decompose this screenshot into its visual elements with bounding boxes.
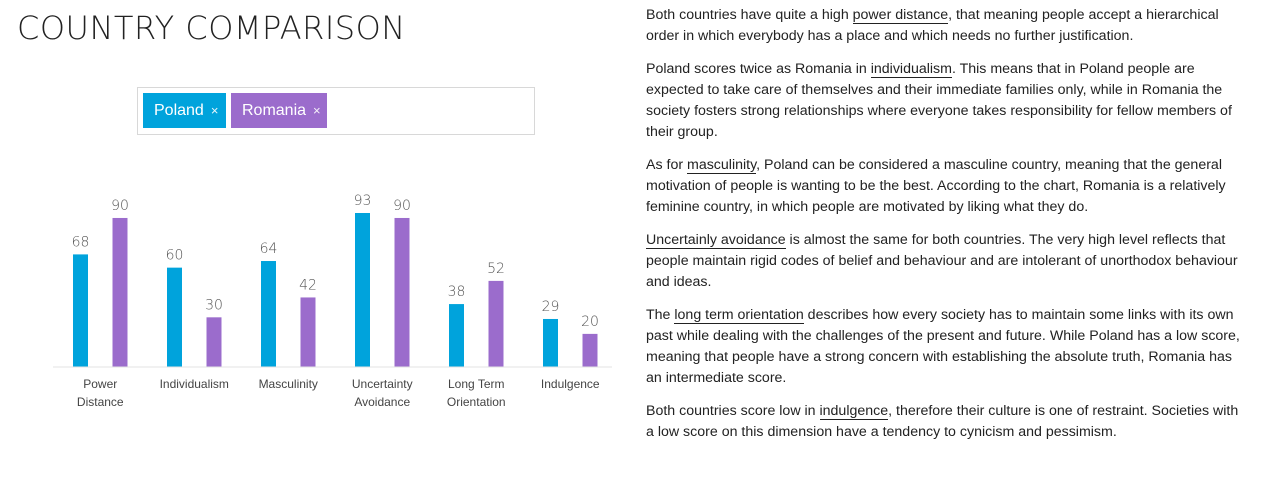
value-label: 68 xyxy=(72,234,90,250)
category-label: Individualism xyxy=(160,377,229,391)
link-individualism[interactable]: individualism xyxy=(870,60,952,78)
text-segment: , therefore their culture is one of rest… xyxy=(646,402,1239,441)
country-tag-label: Romania xyxy=(242,101,307,119)
value-label: 93 xyxy=(354,193,372,209)
category-label: Orientation xyxy=(447,395,506,409)
country-tag-romania[interactable]: Romania × xyxy=(231,93,327,128)
text-segment: , Poland can be considered a masculine c… xyxy=(646,156,1226,216)
value-label: 20 xyxy=(581,314,599,330)
country-tag-label: Poland xyxy=(154,101,204,119)
bar-romania-4 xyxy=(488,280,504,367)
value-label: 90 xyxy=(393,198,411,214)
chart-bars xyxy=(73,213,598,367)
category-label: Uncertainty xyxy=(352,377,413,391)
paragraph-long-term-orientation: The long term orientation describes how … xyxy=(646,305,1246,390)
bar-poland-2 xyxy=(261,261,276,367)
value-label: 30 xyxy=(205,297,223,313)
text-segment: Both countries have quite a high xyxy=(646,7,853,23)
paragraph-indulgence: Both countries score low in indulgence, … xyxy=(646,401,1246,444)
category-label: Long Term xyxy=(448,377,504,391)
link-long-term-orientation[interactable]: long term orientation xyxy=(674,306,804,324)
value-label: 60 xyxy=(166,248,184,264)
paragraph-uncertainty-avoidance: Uncertainly avoidance is almost the same… xyxy=(646,230,1246,294)
category-label: Power xyxy=(83,377,117,391)
bar-poland-5 xyxy=(543,318,558,367)
bar-poland-0 xyxy=(73,254,88,367)
link-indulgence[interactable]: indulgence xyxy=(819,402,889,420)
paragraph-individualism: Poland scores twice as Romania in indivi… xyxy=(646,59,1246,144)
description-text: Both countries have quite a high power d… xyxy=(646,5,1246,454)
value-label: 38 xyxy=(448,284,466,300)
chart-value-labels: 68 90 60 30 64 42 93 90 38 52 29 20 xyxy=(72,193,599,330)
value-label: 29 xyxy=(542,299,560,315)
value-label: 90 xyxy=(111,198,129,214)
value-label: 52 xyxy=(487,261,505,277)
bar-romania-5 xyxy=(582,333,598,367)
category-label: Indulgence xyxy=(541,377,600,391)
bar-poland-3 xyxy=(355,213,370,367)
text-segment: As for xyxy=(646,156,687,173)
page-title: COUNTRY COMPARISON xyxy=(17,9,406,47)
value-label: 64 xyxy=(260,241,278,257)
paragraph-masculinity: As for masculinity, Poland can be consid… xyxy=(646,155,1246,219)
text-segment: Both countries score low in xyxy=(646,402,820,419)
text-segment: is almost the same for both countries. T… xyxy=(646,231,1238,291)
country-tag-poland[interactable]: Poland × xyxy=(143,93,226,128)
bar-romania-3 xyxy=(394,217,410,367)
bar-poland-4 xyxy=(449,304,464,367)
chart-category-labels: Power Distance Individualism Masculinity Unc… xyxy=(77,377,600,409)
bar-chart: 68 90 60 30 64 42 93 90 38 52 29 20 Power Distance In… xyxy=(53,193,612,409)
text-segment: describes how every society has to maint… xyxy=(646,306,1240,387)
bar-romania-2 xyxy=(300,297,316,367)
bar-romania-0 xyxy=(112,217,128,367)
remove-icon[interactable]: × xyxy=(313,103,321,118)
country-selector[interactable]: Poland × Romania × xyxy=(137,87,535,135)
value-label: 42 xyxy=(299,277,317,293)
category-label: Masculinity xyxy=(259,377,318,391)
text-segment: Poland scores twice as Romania in xyxy=(646,60,871,77)
text-segment: , that meaning people accept a hierarchi… xyxy=(646,7,1219,45)
link-power-distance[interactable]: power distance xyxy=(852,7,949,24)
remove-icon[interactable]: × xyxy=(210,103,219,118)
bar-romania-1 xyxy=(206,317,222,367)
link-masculinity[interactable]: masculinity xyxy=(687,156,757,174)
category-label: Avoidance xyxy=(354,395,410,409)
text-segment: . This means that in Poland people are e… xyxy=(646,60,1232,141)
link-uncertainty-avoidance[interactable]: Uncertainly avoidance xyxy=(646,231,786,249)
category-label: Distance xyxy=(77,395,124,409)
bar-poland-1 xyxy=(167,267,182,367)
paragraph-power-distance: Both countries have quite a high power d… xyxy=(646,5,1246,48)
text-segment: The xyxy=(646,306,675,323)
